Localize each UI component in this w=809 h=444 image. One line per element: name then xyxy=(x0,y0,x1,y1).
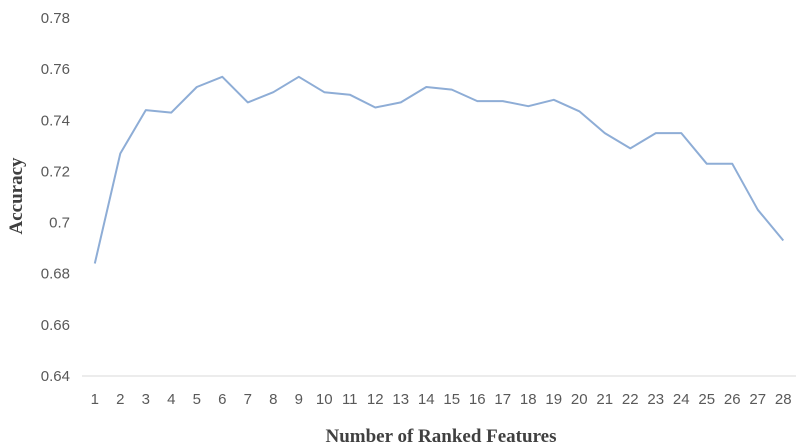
y-tick-label: 0.78 xyxy=(41,10,70,27)
x-tick-label: 9 xyxy=(295,391,303,408)
x-tick-label: 16 xyxy=(469,391,486,408)
x-tick-label: 7 xyxy=(244,391,252,408)
x-tick-label: 15 xyxy=(443,391,460,408)
x-tick-label: 2 xyxy=(116,391,124,408)
x-tick-label: 20 xyxy=(571,391,588,408)
x-tick-label: 11 xyxy=(342,391,358,408)
x-tick-label: 21 xyxy=(596,391,613,408)
x-tick-label: 3 xyxy=(142,391,150,408)
x-tick-label: 12 xyxy=(367,391,384,408)
x-tick-label: 14 xyxy=(418,391,435,408)
x-tick-label: 1 xyxy=(91,391,99,408)
x-tick-label: 27 xyxy=(749,391,766,408)
y-tick-labels: 0.64 0.66 0.68 0.7 0.72 0.74 0.76 0.78 xyxy=(41,10,70,385)
x-tick-label: 13 xyxy=(392,391,409,408)
x-tick-label: 24 xyxy=(673,391,690,408)
y-tick-label: 0.7 xyxy=(49,215,70,232)
x-tick-label: 8 xyxy=(269,391,277,408)
data-series xyxy=(93,75,785,264)
x-tick-label: 22 xyxy=(622,391,639,408)
x-tick-label: 6 xyxy=(218,391,226,408)
x-tick-label: 25 xyxy=(698,391,715,408)
x-tick-label: 18 xyxy=(520,391,537,408)
series-line xyxy=(93,75,785,264)
x-tick-label: 17 xyxy=(494,391,511,408)
y-tick-label: 0.72 xyxy=(41,163,70,180)
x-tick-label: 26 xyxy=(724,391,741,408)
x-tick-label: 10 xyxy=(316,391,333,408)
x-tick-label: 23 xyxy=(647,391,664,408)
x-tick-label: 4 xyxy=(167,391,175,408)
x-axis-title: Number of Ranked Features xyxy=(326,426,557,444)
y-tick-label: 0.74 xyxy=(41,112,70,129)
y-tick-label: 0.68 xyxy=(41,266,70,283)
x-tick-label: 5 xyxy=(193,391,201,408)
x-tick-label: 19 xyxy=(545,391,562,408)
y-tick-label: 0.76 xyxy=(41,61,70,78)
x-tick-labels: 1 2 3 4 5 6 7 8 9 10 11 12 13 14 15 16 17 18 19 20 21 22 23 24 2… xyxy=(91,391,792,408)
y-tick-label: 0.64 xyxy=(41,368,70,385)
x-tick-label: 28 xyxy=(775,391,792,408)
y-tick-label: 0.66 xyxy=(41,317,70,334)
y-axis-title: Accuracy xyxy=(6,157,27,235)
